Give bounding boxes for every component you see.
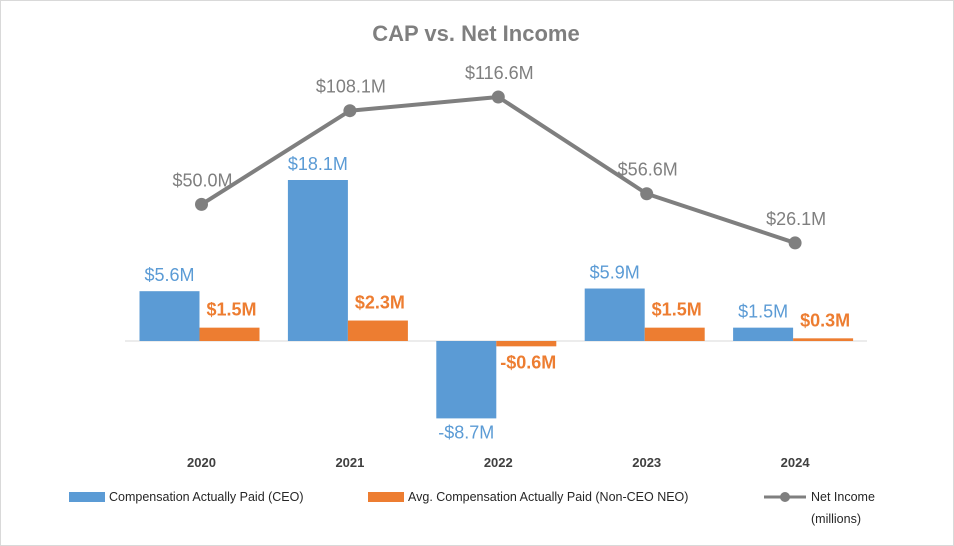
non-ceo-value-label-2022: -$0.6M [500, 352, 556, 372]
category-axis: 2020 2021 2022 2023 2024 [187, 455, 810, 470]
category-label-2024: 2024 [781, 455, 811, 470]
category-label-2023: 2023 [632, 455, 661, 470]
net-income-point-2022 [491, 90, 505, 104]
non-ceo-bar-2020 [199, 327, 260, 341]
non-ceo-bar-2023 [644, 327, 705, 341]
ceo-value-label-2024: $1.5M [738, 302, 788, 322]
legend-label-net-income: Net Income [811, 490, 875, 504]
net-income-line-group [195, 90, 802, 250]
net-income-value-label-2021: $108.1M [316, 77, 386, 97]
net-income-value-label-2024: $26.1M [766, 209, 826, 229]
category-label-2020: 2020 [187, 455, 216, 470]
ceo-value-label-2022: -$8.7M [438, 422, 494, 442]
chart-title: CAP vs. Net Income [372, 21, 579, 46]
legend-swatch-net-income-marker [780, 492, 790, 502]
net-income-value-label-2022: $116.6M [465, 63, 534, 83]
ceo-bar-2024 [733, 327, 794, 341]
non-ceo-bar-2024 [793, 338, 854, 341]
legend-label-net-income-unit: (millions) [811, 512, 861, 526]
bars-group [139, 180, 854, 419]
category-label-2021: 2021 [335, 455, 364, 470]
ceo-bar-2021 [287, 180, 348, 341]
legend-swatch-ceo [69, 492, 105, 502]
data-labels-group: $5.6M $1.5M $18.1M $2.3M -$8.7M -$0.6M $5.9M $1… [144, 63, 850, 442]
net-income-value-label-2020: $50.0M [172, 170, 232, 190]
ceo-value-label-2023: $5.9M [590, 263, 640, 283]
non-ceo-bar-2021 [347, 320, 408, 341]
ceo-value-label-2021: $18.1M [288, 154, 348, 174]
net-income-value-label-2023: $56.6M [618, 160, 678, 180]
non-ceo-bar-2022 [496, 341, 557, 347]
ceo-bar-2020 [139, 291, 200, 341]
non-ceo-value-label-2021: $2.3M [355, 293, 405, 313]
legend-label-non-ceo: Avg. Compensation Actually Paid (Non-CEO… [408, 490, 688, 504]
non-ceo-value-label-2023: $1.5M [652, 300, 702, 320]
legend-label-ceo: Compensation Actually Paid (CEO) [109, 490, 304, 504]
non-ceo-value-label-2020: $1.5M [206, 300, 256, 320]
ceo-bar-2022 [436, 341, 497, 419]
net-income-point-2023 [640, 187, 654, 201]
net-income-point-2024 [788, 236, 802, 250]
legend: Compensation Actually Paid (CEO) Avg. Com… [69, 490, 875, 526]
ceo-value-label-2020: $5.6M [144, 265, 194, 285]
ceo-bar-2023 [584, 288, 645, 341]
net-income-point-2021 [343, 104, 357, 118]
legend-swatch-non-ceo [368, 492, 404, 502]
net-income-point-2020 [195, 197, 208, 211]
non-ceo-value-label-2024: $0.3M [800, 310, 850, 330]
category-label-2022: 2022 [484, 455, 513, 470]
